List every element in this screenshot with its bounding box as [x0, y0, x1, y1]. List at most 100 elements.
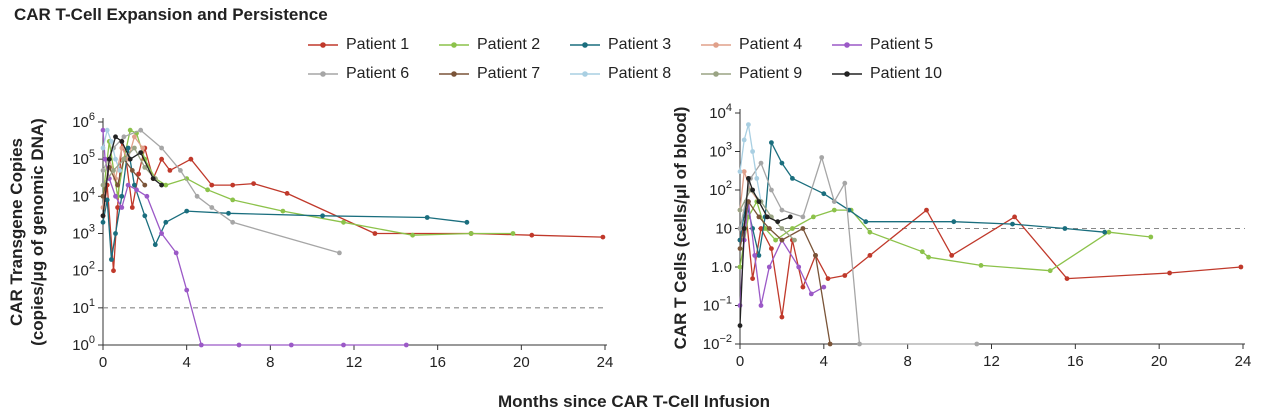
data-point	[792, 237, 797, 243]
data-point	[184, 208, 190, 214]
data-point	[102, 156, 108, 162]
x-tick-label: 4	[820, 353, 828, 370]
y-tick-label: 102	[72, 260, 95, 280]
y-axis-label-line: CAR T Cells (cells/μl of blood)	[671, 107, 690, 350]
data-point	[230, 182, 236, 188]
data-point	[113, 156, 118, 162]
y-tick-label: 104	[72, 185, 95, 205]
data-point	[159, 231, 165, 236]
data-point	[111, 268, 116, 274]
y-tick-exponent: 3	[89, 223, 95, 235]
data-point	[737, 323, 743, 328]
data-point	[113, 134, 118, 140]
legend-label: Patient 2	[477, 36, 541, 53]
data-point	[284, 191, 290, 196]
data-point	[741, 137, 747, 143]
data-point	[100, 145, 106, 151]
series-patient-3	[100, 145, 470, 262]
data-point	[115, 205, 120, 210]
legend-label: Patient 10	[870, 65, 943, 82]
y-tick-base: 10	[703, 336, 720, 353]
data-point	[811, 214, 816, 220]
data-point	[842, 180, 848, 186]
legend-swatch	[570, 71, 600, 77]
data-point	[109, 257, 114, 262]
data-point	[752, 253, 758, 258]
y-tick-exponent: 4	[726, 102, 732, 114]
series-line	[102, 130, 407, 346]
series-line	[102, 147, 467, 261]
data-point	[863, 219, 869, 225]
data-point	[741, 169, 747, 175]
data-point	[167, 168, 173, 173]
y-tick-base: 10	[709, 182, 726, 199]
x-tick-label: 24	[1235, 353, 1252, 370]
data-point	[737, 169, 743, 175]
data-point	[337, 250, 342, 256]
legend-swatch	[439, 42, 469, 48]
series-line	[102, 147, 156, 186]
y-tick-base: 10	[72, 337, 89, 354]
data-point	[132, 145, 137, 151]
data-point	[510, 231, 516, 236]
data-point	[819, 155, 825, 160]
data-point	[159, 156, 165, 162]
x-tick-label: 8	[903, 353, 911, 370]
data-point	[205, 187, 211, 193]
legend-label: Patient 7	[477, 65, 541, 82]
data-point	[831, 199, 837, 205]
data-point	[737, 246, 743, 252]
data-point	[140, 145, 146, 151]
series-patient-8	[100, 127, 123, 173]
data-point	[138, 150, 144, 156]
series-line	[739, 200, 831, 345]
x-tick-label: 16	[1067, 353, 1084, 370]
y-tick-label: 103	[72, 223, 95, 243]
data-point	[109, 139, 114, 144]
legend-label: Patient 3	[608, 36, 672, 53]
data-point	[104, 127, 110, 133]
data-point	[372, 231, 378, 236]
data-point	[111, 168, 116, 173]
x-tick-label: 20	[1151, 353, 1168, 370]
chart-title: CAR T-Cell Expansion and Persistence	[14, 5, 328, 24]
data-point	[758, 303, 764, 308]
data-point	[766, 226, 772, 231]
data-point	[320, 213, 325, 219]
y-tick-exponent: 2	[726, 179, 732, 191]
series-patient-6	[737, 155, 980, 347]
data-point	[119, 205, 125, 210]
y-tick-base: 10	[709, 105, 726, 122]
y-tick-label: 10	[715, 221, 732, 238]
data-point	[410, 232, 415, 238]
x-tick-label: 8	[266, 354, 274, 371]
x-tick-label: 4	[182, 354, 190, 371]
data-point	[790, 226, 795, 231]
data-point	[100, 127, 106, 133]
data-point	[1238, 264, 1244, 270]
legend-label: Patient 4	[739, 36, 803, 53]
y-tick-base: 10	[72, 300, 89, 317]
data-point	[827, 341, 833, 347]
data-point	[800, 214, 806, 220]
y-tick-exponent: 5	[89, 148, 95, 160]
y-tick-base: 1.0	[711, 259, 732, 276]
series-line	[102, 129, 513, 236]
data-point	[796, 264, 802, 270]
data-point	[756, 199, 762, 205]
y-axis-label: CAR T Cells (cells/μl of blood)	[671, 107, 690, 350]
legend-label: Patient 1	[346, 36, 410, 53]
series-patient-2	[737, 199, 1154, 274]
data-point	[779, 207, 785, 213]
data-point	[813, 253, 818, 258]
legend-swatch	[439, 71, 469, 77]
series-line	[739, 123, 762, 202]
data-point	[129, 205, 135, 210]
data-point	[756, 214, 762, 220]
data-point	[867, 253, 873, 258]
data-point	[464, 219, 470, 225]
data-point	[949, 253, 955, 258]
y-tick-label: 106	[72, 111, 95, 131]
y-tick-exponent: 6	[89, 111, 95, 123]
data-point	[766, 264, 772, 270]
